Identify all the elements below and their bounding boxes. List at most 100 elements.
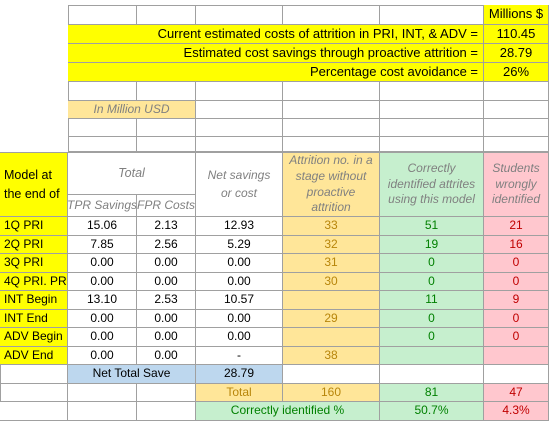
model-name: 1Q PRI [0,217,68,236]
net-savings: - [196,346,283,365]
col-header-correct: Correctly identified attrites using this… [380,152,484,217]
wrong-count: 0 [484,309,549,328]
empty-cell [68,137,137,152]
empty-cell [137,5,196,25]
empty-cell [0,402,68,421]
empty-cell [0,365,68,384]
correct-count [380,346,484,365]
attrition-count: 29 [283,309,380,328]
wrong-count: 9 [484,291,549,310]
pct-label: Correctly identified % [196,402,380,421]
empty-cell [283,5,380,25]
totals-attrition: 160 [283,383,380,402]
net-savings: 10.57 [196,291,283,310]
tpr-savings: 0.00 [68,328,137,347]
empty-cell [380,101,484,119]
fpr-costs: 2.56 [137,235,196,254]
col-header-wrong: Students wrongly identified [484,152,549,217]
wrong-count: 21 [484,217,549,236]
col-header-net: Net savings or cost [196,152,283,217]
correct-count: 51 [380,217,484,236]
empty-cell [380,137,484,152]
empty-cell [137,82,196,101]
fpr-costs: 0.00 [137,254,196,273]
empty-cell [137,137,196,152]
correct-count: 11 [380,291,484,310]
attrition-count [283,328,380,347]
wrong-count: 0 [484,328,549,347]
attrition-count: 31 [283,254,380,273]
correct-count: 0 [380,328,484,347]
empty-cell [484,82,549,101]
empty-cell [68,82,137,101]
empty-cell [283,119,380,137]
fpr-costs: 0.00 [137,309,196,328]
attrition-count [283,291,380,310]
col-header-model: Model at the end of [0,152,68,217]
totals-wrong: 47 [484,383,549,402]
empty-cell [137,119,196,137]
empty-cell [196,119,283,137]
fpr-costs: 2.53 [137,291,196,310]
tpr-savings: 7.85 [68,235,137,254]
model-name: 4Q PRI. PRI [0,272,68,291]
model-name: INT End [0,309,68,328]
tpr-savings: 0.00 [68,272,137,291]
empty-cell [283,82,380,101]
net-savings: 0.00 [196,328,283,347]
fpr-costs: 0.00 [137,328,196,347]
empty-cell [137,383,196,402]
tpr-savings: 0.00 [68,254,137,273]
spreadsheet-grid: Millions $ Current estimated costs of att… [0,5,549,421]
model-name: ADV End [0,346,68,365]
empty-cell [196,101,283,119]
wrong-count: 0 [484,254,549,273]
empty-cell [283,137,380,152]
unit-label: Millions $ [484,5,549,25]
empty-cell [196,137,283,152]
totals-correct: 81 [380,383,484,402]
net-total-label: Net Total Save [68,365,196,384]
fpr-costs: 2.13 [137,217,196,236]
col-header-tpr: TPR Savings [68,195,137,217]
summary-label: Estimated cost savings through proactive… [68,44,484,63]
empty-cell [68,119,137,137]
tpr-savings: 15.06 [68,217,137,236]
model-name: 2Q PRI [0,235,68,254]
empty-cell [380,82,484,101]
model-name: INT Begin [0,291,68,310]
empty-cell [484,137,549,152]
model-name: ADV Begin [0,328,68,347]
empty-cell [484,101,549,119]
summary-label: Percentage cost avoidance = [68,63,484,82]
empty-cell [484,365,549,384]
unit-note: In Million USD [68,101,196,119]
empty-cell [68,402,137,421]
summary-value: 26% [484,63,549,82]
tpr-savings: 0.00 [68,346,137,365]
summary-value: 28.79 [484,44,549,63]
net-savings: 12.93 [196,217,283,236]
empty-cell [380,365,484,384]
attrition-count: 30 [283,272,380,291]
col-header-fpr: FPR Costs [137,195,196,217]
net-total-value: 28.79 [196,365,283,384]
empty-cell [196,5,283,25]
correct-count: 0 [380,309,484,328]
totals-label: Total [196,383,283,402]
net-savings: 0.00 [196,272,283,291]
correct-count: 19 [380,235,484,254]
empty-cell [196,82,283,101]
pct-wrong: 4.3% [484,402,549,421]
empty-cell [380,5,484,25]
empty-cell [68,5,137,25]
empty-cell [68,383,137,402]
empty-cell [484,119,549,137]
pct-correct: 50.7% [380,402,484,421]
fpr-costs: 0.00 [137,272,196,291]
summary-value: 110.45 [484,25,549,44]
attrition-count: 38 [283,346,380,365]
wrong-count [484,346,549,365]
empty-cell [0,383,68,402]
model-name: 3Q PRI [0,254,68,273]
